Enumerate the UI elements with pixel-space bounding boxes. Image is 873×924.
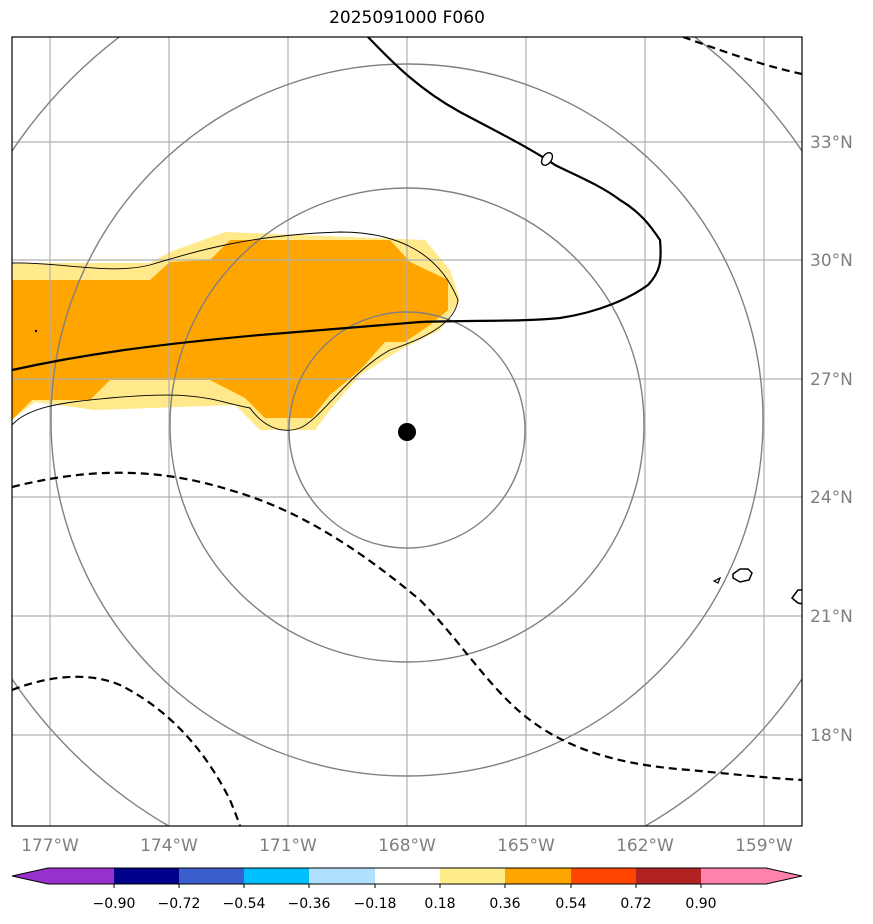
colorbar-segment (571, 868, 636, 884)
lon-label: 168°W (378, 836, 436, 856)
range-ring-4 (12, 37, 802, 826)
colorbar-outline (11, 867, 803, 885)
lon-label: 177°W (21, 836, 79, 856)
colorbar-arrow-right (766, 868, 802, 884)
graticule (12, 37, 802, 826)
colorbar-segment (179, 868, 244, 884)
range-ring-3 (50, 63, 764, 777)
colorbar-arrow-left (12, 868, 48, 884)
colorbar-segment (309, 868, 375, 884)
anomaly-thin-contour (12, 231, 459, 431)
colorbar-segment (505, 868, 571, 884)
colorbar-segment (440, 868, 505, 884)
dashed-contour-northeast (682, 37, 802, 76)
colorbar-tick-label: −0.36 (288, 896, 331, 912)
longitude-labels: 177°W 174°W 171°W 168°W 165°W 162°W 159°… (21, 836, 793, 856)
colorbar-tick-label: −0.90 (93, 896, 136, 912)
colorbar-tick-label: 0.36 (489, 896, 520, 912)
island-2 (712, 576, 722, 584)
colorbar-segment (114, 868, 179, 884)
colorbar-tick-label: −0.54 (223, 896, 266, 912)
map-frame (11, 36, 803, 827)
colorbar-tick-label: 0.54 (555, 896, 586, 912)
dashed-contours (12, 37, 802, 826)
colorbar-segment (636, 868, 701, 884)
range-ring-2 (169, 187, 645, 663)
colorbar-tick-label: 0.90 (685, 896, 716, 912)
lat-label: 27°N (810, 370, 853, 390)
colorbar-tick-label: −0.72 (158, 896, 201, 912)
latitude-labels: 33°N 30°N 27°N 24°N 21°N 18°N (810, 133, 853, 746)
lat-label: 24°N (810, 488, 853, 508)
island-1 (732, 568, 753, 583)
lat-label: 30°N (810, 251, 853, 271)
lat-label: 33°N (810, 133, 853, 153)
range-rings (12, 37, 802, 826)
colorbar-segment (244, 868, 309, 884)
solid-contour (12, 37, 662, 372)
map-speck (34, 329, 38, 333)
dashed-contour-southwest (12, 675, 242, 826)
colorbar-segment (375, 868, 440, 884)
lon-label: 162°W (616, 836, 674, 856)
dashed-contour-central (12, 471, 802, 782)
lon-label: 174°W (140, 836, 198, 856)
contour-loop (540, 152, 554, 166)
lat-label: 21°N (810, 607, 853, 627)
colorbar-tick-label: 0.72 (620, 896, 651, 912)
colorbar-segment (701, 868, 766, 884)
lat-label: 18°N (810, 726, 853, 746)
map-title: 2025091000 F060 (329, 8, 485, 28)
colorbar-segment (48, 868, 114, 884)
lon-label: 171°W (259, 836, 317, 856)
colorbar-tick-label: −0.18 (354, 896, 397, 912)
lon-label: 165°W (497, 836, 555, 856)
storm-center-marker (398, 423, 416, 441)
colorbar: −0.90 −0.72 −0.54 −0.36 −0.18 0.18 0.36 … (11, 867, 803, 912)
island-3 (790, 589, 802, 605)
colorbar-tick-label: 0.18 (424, 896, 455, 912)
anomaly-fill-orange (12, 240, 448, 420)
lon-label: 159°W (735, 836, 793, 856)
map-area (12, 37, 802, 826)
